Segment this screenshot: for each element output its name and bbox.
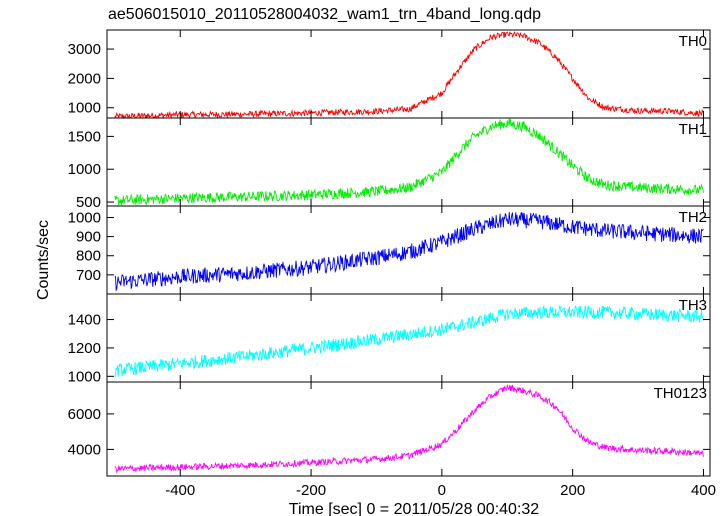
panel-frame <box>106 29 711 119</box>
y-tick-label: 1500 <box>68 128 101 145</box>
series-line-th3 <box>114 305 704 378</box>
y-tick-label: 500 <box>76 194 101 211</box>
y-tick-label: 1000 <box>68 368 101 385</box>
x-axis-label: Time [sec] 0 = 2011/05/28 00:40:32 <box>289 501 539 516</box>
y-tick-label: 1000 <box>68 209 101 226</box>
y-axis-label: Counts/sec <box>35 220 52 300</box>
y-tick-label: 3000 <box>68 41 101 58</box>
y-tick-label: 2000 <box>68 70 101 87</box>
x-tick-label: -400 <box>165 482 195 499</box>
panel-th1: 500 1000 1500 TH1 <box>68 117 711 211</box>
y-tick-label: 6000 <box>68 406 101 423</box>
panel-th2: 700 800 900 1000 TH2 <box>68 205 711 295</box>
y-tick-label: 900 <box>76 229 101 246</box>
panel-frame <box>106 117 711 207</box>
series-line-th1 <box>114 118 704 206</box>
chart-title: ae506015010_20110528004032_wam1_trn_4ban… <box>108 6 541 23</box>
y-tick-label: 4000 <box>68 441 101 458</box>
y-tick-label: 1000 <box>68 161 101 178</box>
y-tick-label: 1000 <box>68 100 101 117</box>
x-tick-label: 0 <box>438 482 446 499</box>
panel-label: TH2 <box>679 209 707 226</box>
y-tick-label: 800 <box>76 248 101 265</box>
x-tick-label: 200 <box>560 482 585 499</box>
series-line-th2 <box>114 211 704 292</box>
x-tick-label: -200 <box>296 482 326 499</box>
panel-th0123: 4000 6000 TH0123 <box>68 381 711 477</box>
y-tick-label: 700 <box>76 267 101 284</box>
panel-frame <box>106 381 711 477</box>
panel-label: TH0123 <box>654 385 707 402</box>
panel-label: TH3 <box>679 297 707 314</box>
series-line-th0123 <box>114 384 704 474</box>
y-tick-label: 1400 <box>68 312 101 329</box>
panel-th0: 1000 2000 3000 TH0 <box>68 29 711 119</box>
panel-th3: 1000 1200 1400 TH3 <box>68 293 711 385</box>
y-tick-label: 1200 <box>68 340 101 357</box>
panel-label: TH0 <box>679 33 707 50</box>
x-axis: -400 -200 0 200 400 <box>165 482 716 499</box>
series-line-th0 <box>114 30 704 118</box>
x-tick-label: 400 <box>691 482 716 499</box>
panel-label: TH1 <box>679 121 707 138</box>
